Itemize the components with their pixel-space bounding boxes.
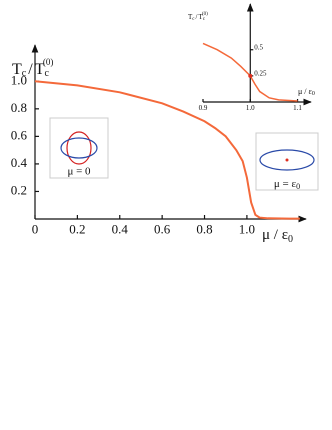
curve xyxy=(202,42,298,102)
x-axis-label: μ / ε0 xyxy=(262,227,293,245)
diagram-left: μ = 0 xyxy=(49,117,109,179)
y-tick-label: 0.6 xyxy=(11,127,28,142)
y-tick-label: 0.8 xyxy=(11,100,27,115)
annotation: μ = ε0 xyxy=(274,178,300,191)
diagram-right: μ = ε0 xyxy=(255,132,319,191)
x-tick-label: 0.4 xyxy=(112,222,129,237)
inset-y-label: Tc/Tc(0) xyxy=(188,12,208,22)
point xyxy=(248,73,253,78)
x-tick-label: 1.1 xyxy=(293,104,302,112)
y-tick-label: 0.4 xyxy=(11,155,28,170)
x-tick-label: 1.0 xyxy=(246,104,255,112)
y-tick-label: 0.25 xyxy=(254,69,267,77)
y-tick-label: 1.0 xyxy=(11,72,27,87)
x-tick-label: 0.9 xyxy=(199,104,208,112)
inset-x-label: μ / ε0 xyxy=(298,87,315,98)
x-tick-label: 0.8 xyxy=(196,222,212,237)
x-tick-label: 1.0 xyxy=(239,222,255,237)
y-axis-label: Tc / Tc(0) xyxy=(12,57,53,79)
y-tick-label: 0.5 xyxy=(254,43,263,51)
y-tick-label: 0.2 xyxy=(11,182,27,197)
x-tick-label: 0 xyxy=(32,222,39,237)
x-tick-label: 0.6 xyxy=(154,222,171,237)
annotation: μ = 0 xyxy=(67,166,91,178)
x-tick-label: 0.2 xyxy=(69,222,85,237)
curve xyxy=(34,80,300,220)
